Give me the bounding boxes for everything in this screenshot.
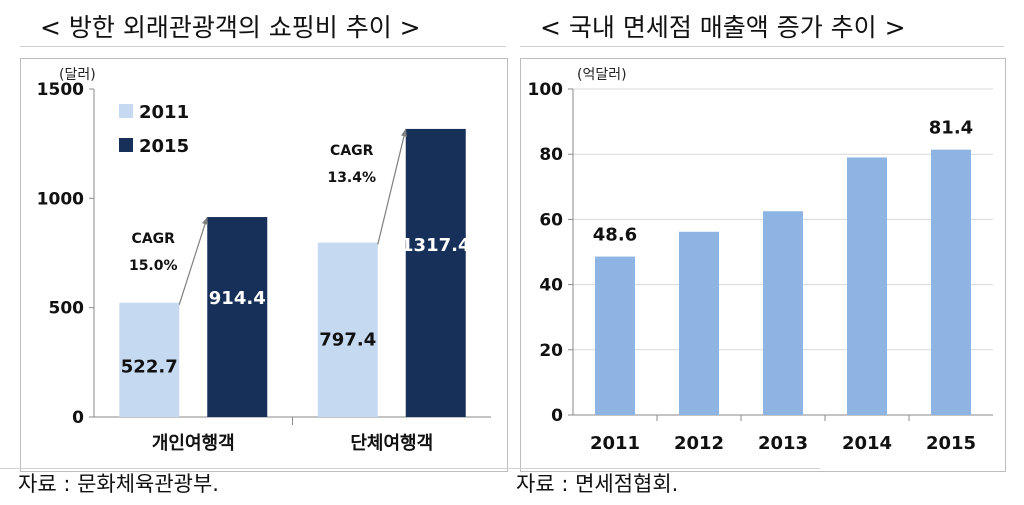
bar-2015-1 (207, 217, 268, 417)
right-source-note: 자료 : 면세점협회. (516, 472, 679, 496)
y-tick-label: 500 (49, 299, 85, 319)
duty-free-sales-chart: (억달러) 0 20 40 60 80 100 2011 48.6 2012 2013 2014 201… (528, 67, 993, 454)
bar-value-label: 914.4 (209, 288, 266, 309)
shopping-spend-chart: (달러) 0 500 1000 1500 522.7 914.4 개인여행객 797.4 1317… (37, 67, 491, 454)
y-tick-label: 60 (539, 210, 563, 230)
duty-free-sales-chart-panel: (억달러) 0 20 40 60 80 100 2011 48.6 2012 2013 2014 201… (520, 58, 1006, 472)
bar-value-label: 522.7 (121, 357, 178, 378)
cagr-arrow-line (178, 216, 208, 305)
bar-2015 (931, 149, 971, 416)
x-category-label: 개인여행객 (152, 433, 235, 454)
bar-2011 (595, 256, 635, 415)
y-tick-label: 0 (551, 406, 563, 426)
right-title-divider (520, 46, 1004, 47)
bar-value-label: 797.4 (319, 330, 376, 351)
cagr-arrow-line (377, 128, 407, 245)
left-chart-title: < 방한 외래관광객의 쇼핑비 추이 > (40, 13, 421, 42)
cagr-arrow-head (202, 217, 208, 226)
bar-2012 (679, 231, 719, 415)
bar-value-label: 48.6 (593, 225, 637, 246)
x-category-label: 단체여행객 (350, 433, 433, 454)
unit-label: (달러) (59, 67, 96, 83)
x-category-label: 2015 (926, 433, 976, 454)
y-tick-label: 80 (539, 145, 563, 165)
bar-2011-2 (317, 242, 378, 417)
y-tick-label: 1000 (37, 189, 84, 209)
x-category-label: 2013 (758, 433, 808, 454)
bar-2013 (763, 211, 803, 415)
bar-2014 (847, 157, 887, 415)
left-title-divider (20, 46, 506, 47)
unit-label: (억달러) (577, 67, 627, 83)
right-chart-title: < 국내 면세점 매출액 증가 추이 > (540, 13, 906, 42)
cagr-value: 13.4% (327, 170, 376, 186)
y-tick-label: 0 (72, 408, 84, 428)
cagr-value: 15.0% (129, 258, 178, 274)
legend-label: 2011 (139, 102, 189, 123)
cagr-label: CAGR (330, 143, 374, 159)
x-category-label: 2014 (842, 433, 892, 454)
legend-swatch-2011 (119, 104, 133, 118)
legend-swatch-2015 (119, 138, 133, 152)
bar-value-label: 81.4 (929, 118, 973, 139)
legend-label: 2015 (139, 136, 189, 157)
footer-divider (0, 468, 820, 469)
shopping-spend-chart-panel: (달러) 0 500 1000 1500 522.7 914.4 개인여행객 797.4 1317… (20, 58, 508, 472)
bar-2015-2 (405, 128, 466, 417)
x-category-label: 2012 (674, 433, 724, 454)
y-tick-label: 20 (539, 341, 563, 361)
y-tick-label: 40 (539, 276, 563, 296)
cagr-arrow-head (400, 128, 408, 137)
bar-2011-1 (119, 302, 180, 417)
left-source-note: 자료 : 문화체육관광부. (18, 472, 219, 496)
y-tick-label: 1500 (37, 80, 84, 100)
cagr-label: CAGR (132, 231, 176, 247)
x-category-label: 2011 (590, 433, 640, 454)
y-tick-label: 100 (528, 80, 564, 100)
bar-value-label: 1317.4 (401, 235, 470, 256)
